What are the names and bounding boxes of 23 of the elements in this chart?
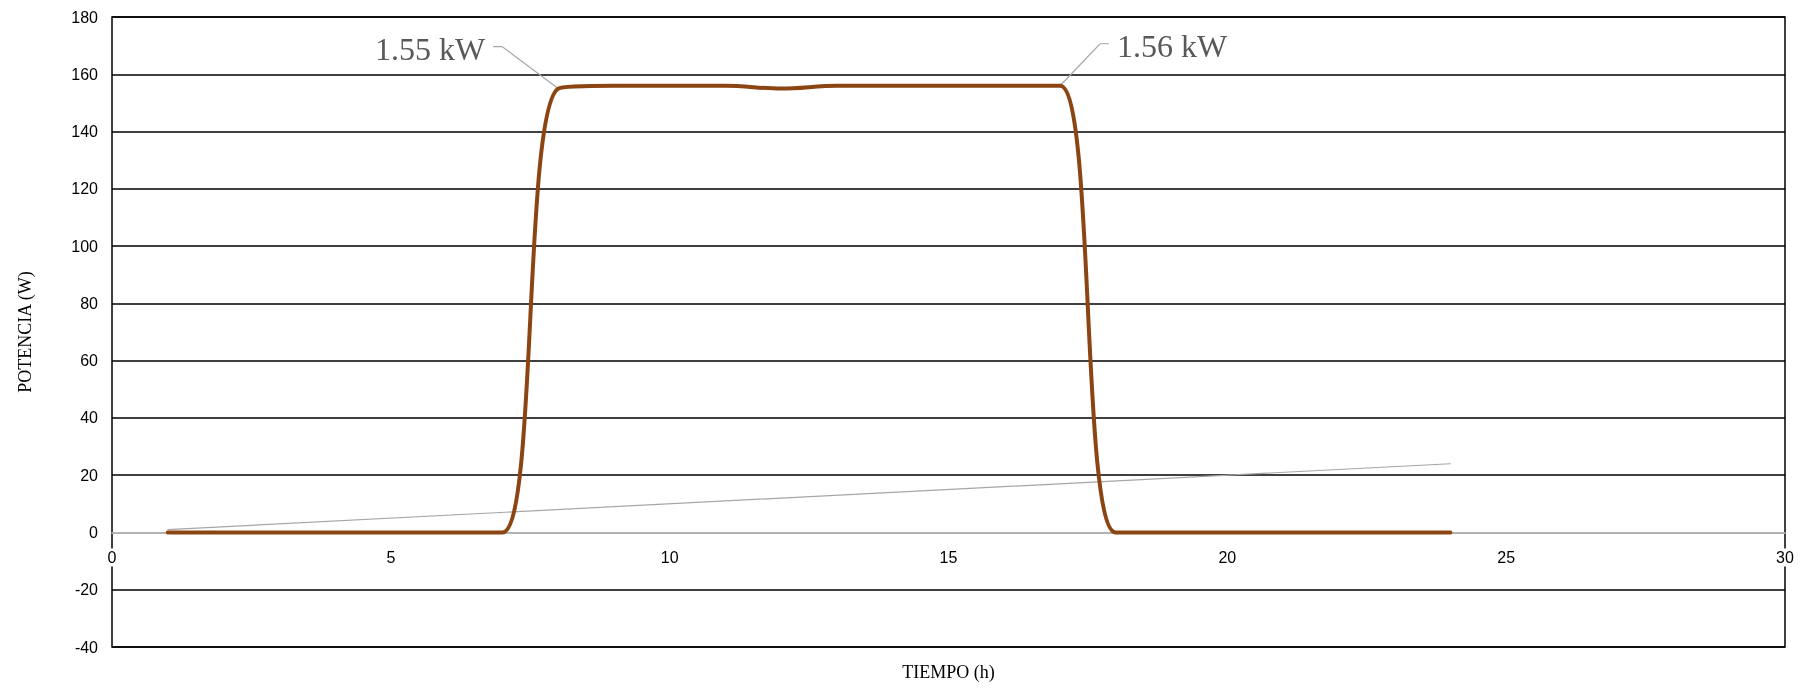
y-tick-label: 0 xyxy=(89,523,99,541)
x-tick-label: 25 xyxy=(1497,548,1516,566)
y-tick-label: 20 xyxy=(80,466,99,484)
y-tick-label: 140 xyxy=(71,123,99,141)
x-tick-label: 30 xyxy=(1776,548,1794,566)
y-tick-label: 40 xyxy=(80,409,99,427)
x-tick-label: 0 xyxy=(107,548,117,566)
x-axis-title: TIEMPO (h) xyxy=(902,662,995,683)
y-tick-label: 160 xyxy=(71,65,99,83)
y-tick-label: -20 xyxy=(74,581,99,599)
y-axis-title: POTENCIA (W) xyxy=(15,271,36,393)
x-tick-label: 10 xyxy=(660,548,679,566)
y-tick-label: 120 xyxy=(71,180,99,198)
x-tick-label: 5 xyxy=(386,548,396,566)
y-tick-label: 180 xyxy=(71,8,99,26)
y-tick-label: 100 xyxy=(71,237,99,255)
y-tick-label: -40 xyxy=(74,638,99,656)
x-tick-label: 15 xyxy=(939,548,958,566)
y-tick-label: 60 xyxy=(80,352,99,370)
annotation: 1.56 kW xyxy=(1117,27,1229,64)
annotation: 1.55 kW xyxy=(374,30,486,67)
y-tick-label: 80 xyxy=(80,294,99,312)
x-tick-label: 20 xyxy=(1218,548,1237,566)
